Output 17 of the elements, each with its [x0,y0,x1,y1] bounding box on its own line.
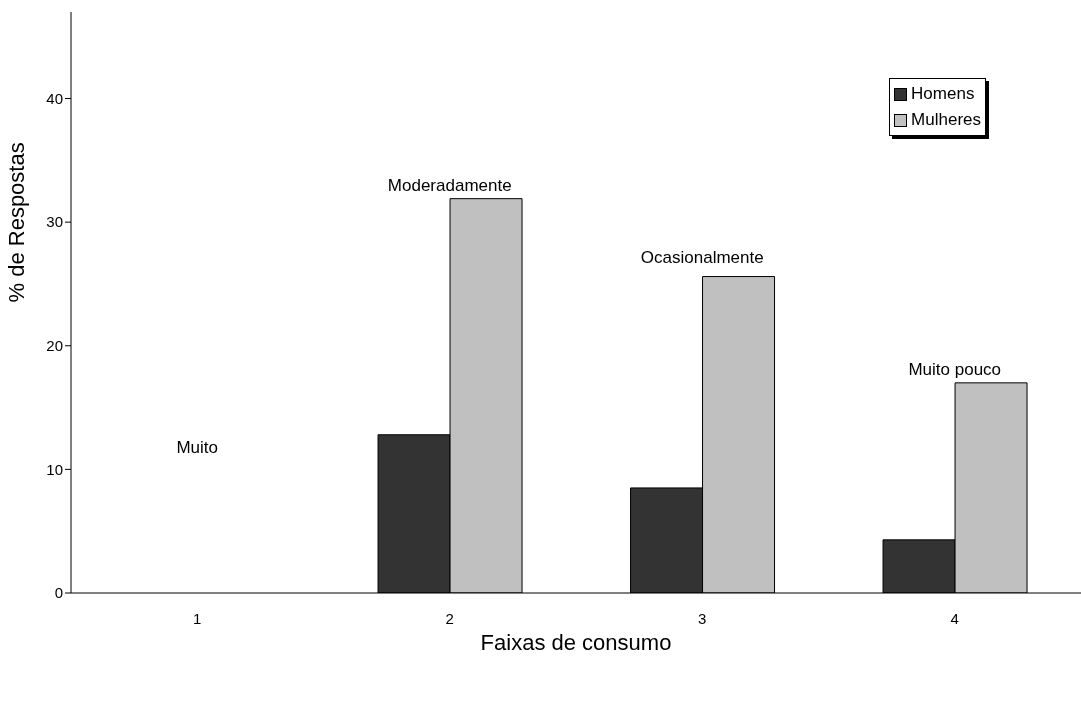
x-tick-label: 3 [698,609,707,627]
x-axis-title: Faixas de consumo [480,630,672,655]
x-tick-label: 4 [950,609,959,627]
y-axis-title: % de Respostas [3,142,29,303]
annotation: Ocasionalmente [640,248,764,268]
y-tick-label: 30 [46,213,63,231]
legend-label: Homens [910,83,976,105]
y-tick-label: 10 [46,460,63,478]
annotation: Moderadamente [387,176,512,196]
annotation: Muito [176,438,219,458]
y-tick-label: 20 [46,337,63,355]
x-tick-label: 2 [445,609,454,627]
legend-label: Mulheres [910,109,981,131]
annotation: Muito pouco [908,360,1002,380]
y-tick-label: 0 [54,584,63,602]
y-tick-label: 40 [46,89,63,107]
x-tick-label: 1 [193,609,202,627]
